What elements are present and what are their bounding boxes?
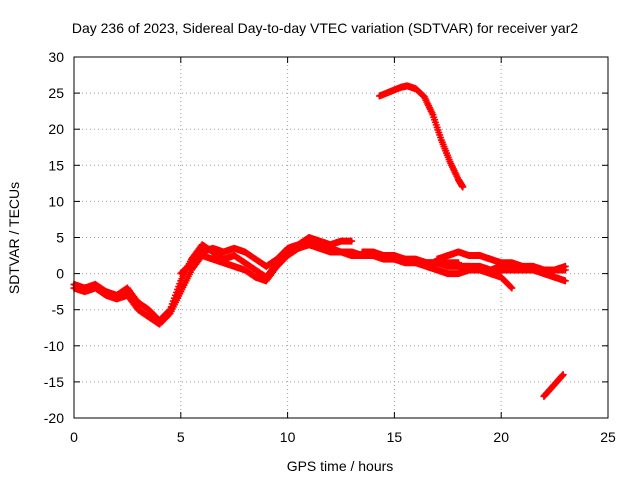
y-axis-label: SDTVAR / TECUs bbox=[6, 182, 22, 294]
y-tick-label: 5 bbox=[56, 230, 64, 246]
data-series bbox=[70, 82, 569, 400]
series-track-7 bbox=[375, 82, 467, 191]
x-tick-label: 25 bbox=[600, 429, 616, 445]
x-tick-label: 0 bbox=[70, 429, 78, 445]
y-tick-label: -10 bbox=[44, 338, 64, 354]
series-line bbox=[456, 264, 568, 283]
x-axis-label: GPS time / hours bbox=[287, 458, 394, 474]
series-line bbox=[542, 372, 565, 399]
y-tick-label: 30 bbox=[48, 49, 64, 65]
y-tick-label: 0 bbox=[56, 266, 64, 282]
series-marker-trail bbox=[375, 82, 467, 191]
y-tick-label: -5 bbox=[52, 302, 65, 318]
series-track-2 bbox=[70, 241, 569, 328]
x-tick-label: 10 bbox=[280, 429, 296, 445]
x-tick-label: 5 bbox=[177, 429, 185, 445]
series-track-5 bbox=[433, 248, 569, 274]
y-tick-label: 25 bbox=[48, 85, 64, 101]
chart-title: Day 236 of 2023, Sidereal Day-to-day VTE… bbox=[72, 20, 578, 36]
grid bbox=[74, 57, 608, 418]
series-line bbox=[435, 250, 568, 272]
x-tick-label: 15 bbox=[387, 429, 403, 445]
y-tick-label: 10 bbox=[48, 193, 64, 209]
axes: 0 5 10 15 20 25 -20 -15 -10 -5 0 5 10 15 20 25 30 bbox=[44, 49, 616, 445]
y-tick-label: 20 bbox=[48, 121, 64, 137]
x-tick-label: 20 bbox=[493, 429, 509, 445]
y-tick-label: -15 bbox=[44, 374, 64, 390]
y-tick-label: 15 bbox=[48, 157, 64, 173]
y-tick-label: -20 bbox=[44, 410, 64, 426]
series-track-6 bbox=[454, 262, 569, 285]
series-track-8 bbox=[540, 371, 567, 400]
series-line bbox=[377, 84, 465, 189]
